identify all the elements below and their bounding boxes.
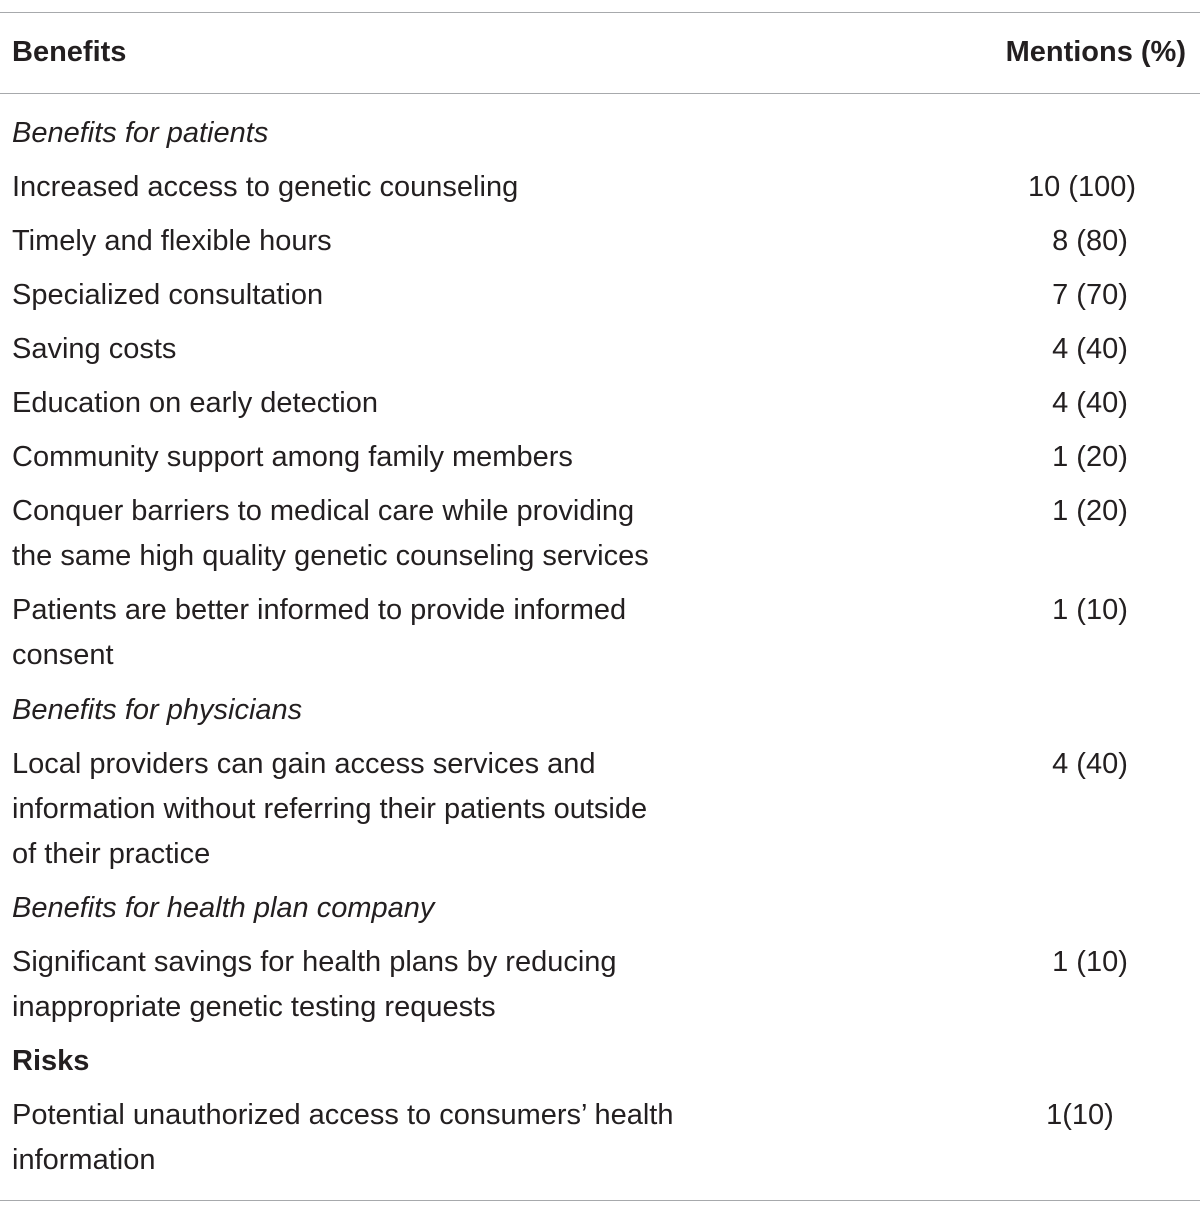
table-row-value: 4 (40) [1052, 333, 1128, 365]
table-row-label-line: Patients are better informed to provide … [12, 594, 627, 626]
table-row-label: Education on early detection [12, 387, 378, 419]
header-rule [0, 93, 1200, 94]
table-row-value: 4 (40) [1052, 387, 1128, 419]
table-row-label: Timely and flexible hours [12, 225, 332, 257]
table-bottom-rule [0, 1200, 1200, 1201]
table-row-value: 7 (70) [1052, 279, 1128, 311]
table-row-label-line: the same high quality genetic counseling… [12, 540, 649, 572]
table-row-label-line: Local providers can gain access services… [12, 748, 596, 780]
section-heading-physicians: Benefits for physicians [12, 694, 303, 726]
table-row-value: 1 (10) [1052, 594, 1128, 626]
table-row-label: Community support among family members [12, 441, 573, 473]
table-row-label-line: of their practice [12, 838, 211, 870]
table-row-label: Saving costs [12, 333, 177, 365]
table-row-value: 8 (80) [1052, 225, 1128, 257]
table-row-label-line: information [12, 1144, 156, 1176]
table-row-value: 4 (40) [1052, 748, 1128, 780]
table-row-label-line: consent [12, 639, 114, 671]
table-row-value: 1 (20) [1052, 441, 1128, 473]
table-row-value: 1 (10) [1052, 946, 1128, 978]
table-top-rule [0, 12, 1200, 13]
table-row-label-line: inappropriate genetic testing requests [12, 991, 496, 1023]
section-heading-risks: Risks [12, 1045, 90, 1077]
table-row-label: Specialized consultation [12, 279, 324, 311]
table-row-value: 10 (100) [1027, 171, 1136, 203]
column-header-benefits: Benefits [12, 36, 127, 68]
table-row-label-line: information without referring their pati… [12, 793, 648, 825]
table-row-value: 1(10) [1046, 1099, 1114, 1131]
table-row-label-line: Potential unauthorized access to consume… [12, 1099, 674, 1131]
table-row-label-line: Conquer barriers to medical care while p… [12, 495, 635, 527]
table-row-value: 1 (20) [1052, 495, 1128, 527]
column-header-mentions: Mentions (%) [1005, 36, 1186, 68]
section-heading-health-plan: Benefits for health plan company [12, 892, 435, 924]
table-row-label-line: Significant savings for health plans by … [12, 946, 617, 978]
table-row-label: Increased access to genetic counseling [12, 171, 519, 203]
section-heading-patients: Benefits for patients [12, 117, 269, 149]
